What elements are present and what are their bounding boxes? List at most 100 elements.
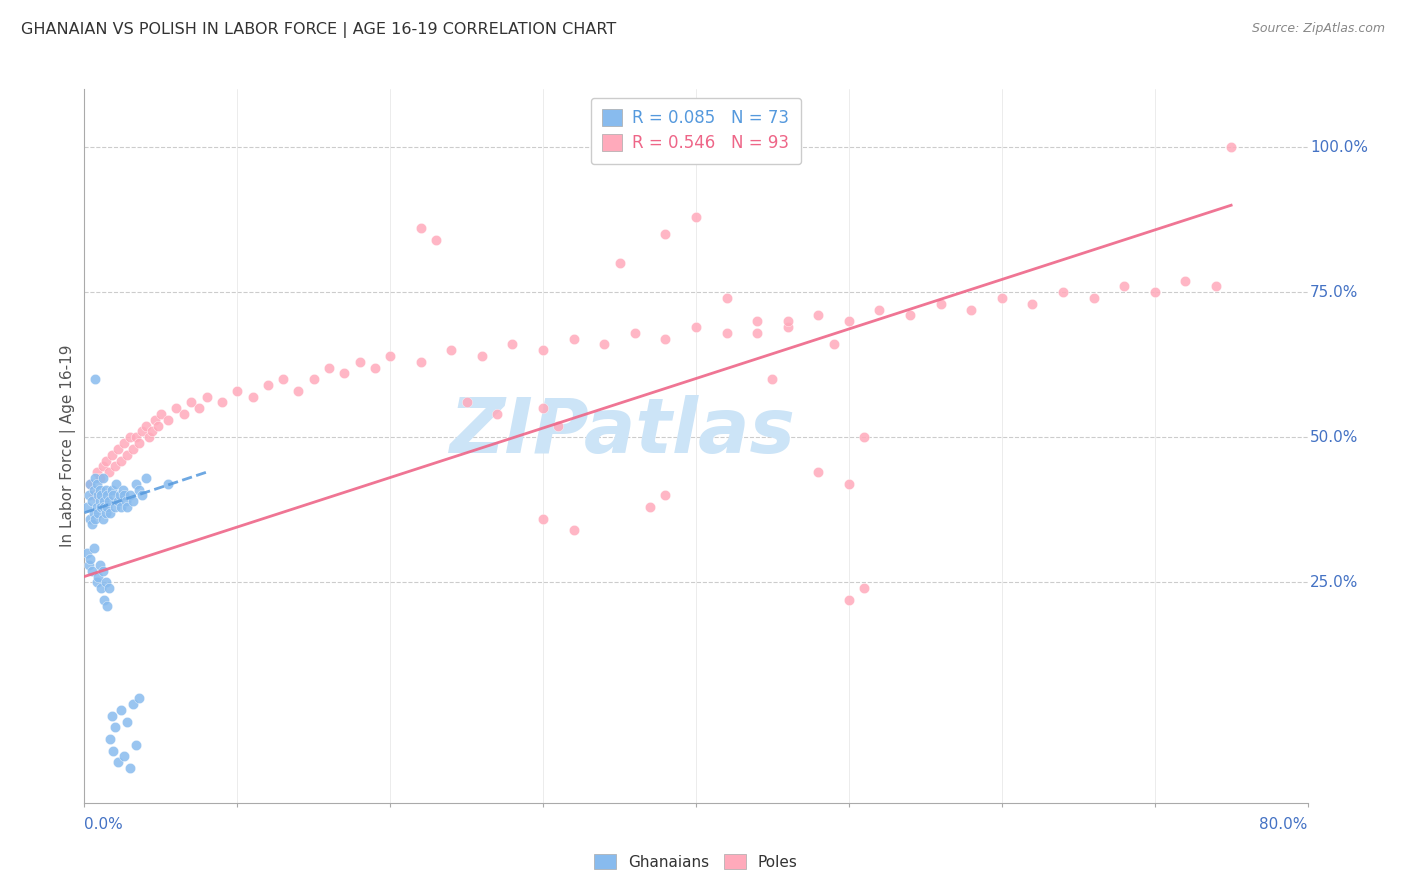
Point (93, 500, 115, 514)
Point (128, 436, 150, 450)
Point (83, 483, 105, 497)
Point (86, 476, 108, 491)
Point (93, 592, 115, 607)
Point (747, 326, 769, 340)
Point (929, 297, 952, 311)
Point (409, 355, 432, 369)
Point (128, 691, 150, 706)
Point (531, 343, 554, 358)
Point (685, 210, 707, 224)
Point (1083, 291, 1105, 305)
Point (115, 714, 138, 729)
Point (120, 488, 142, 502)
Point (96, 488, 118, 502)
Point (96, 599, 118, 613)
Point (90, 581, 112, 595)
Point (97, 581, 120, 595)
Point (84, 471, 107, 485)
Point (87, 506, 110, 520)
Point (91, 459, 114, 474)
Y-axis label: In Labor Force | Age 16-19: In Labor Force | Age 16-19 (60, 344, 76, 548)
Point (1143, 285, 1166, 300)
Point (83, 488, 105, 502)
Point (211, 395, 233, 409)
Point (91, 564, 114, 578)
Point (287, 384, 309, 398)
Point (122, 494, 145, 508)
Point (141, 425, 163, 439)
Text: Source: ZipAtlas.com: Source: ZipAtlas.com (1251, 22, 1385, 36)
Point (364, 360, 387, 375)
Point (104, 459, 127, 474)
Point (86, 465, 108, 479)
Point (257, 378, 280, 392)
Point (425, 233, 447, 247)
Point (103, 743, 125, 757)
Point (110, 500, 132, 514)
Point (165, 401, 187, 416)
Point (898, 309, 921, 323)
Point (107, 494, 129, 508)
Point (104, 500, 127, 514)
Text: 80.0%: 80.0% (1260, 817, 1308, 832)
Point (747, 314, 769, 328)
Point (86, 500, 108, 514)
Point (94, 483, 117, 497)
Text: 25.0%: 25.0% (1310, 574, 1358, 590)
Text: 100.0%: 100.0% (1310, 140, 1368, 154)
Point (120, 761, 142, 775)
Point (91, 471, 114, 485)
Point (83, 506, 105, 520)
Point (110, 703, 132, 717)
Point (79, 511, 101, 525)
Point (125, 738, 148, 752)
Point (79, 476, 101, 491)
Point (654, 227, 676, 242)
Point (135, 471, 157, 485)
Point (83, 541, 105, 555)
Point (131, 425, 153, 439)
Point (80, 564, 103, 578)
Point (90, 488, 112, 502)
Point (86, 575, 108, 590)
Point (143, 413, 166, 427)
Point (94, 575, 117, 590)
Point (89, 494, 111, 508)
Point (333, 367, 356, 381)
Point (125, 430, 148, 444)
Point (101, 483, 124, 497)
Point (502, 337, 524, 351)
Point (991, 291, 1014, 305)
Point (1174, 274, 1197, 288)
Point (80, 494, 103, 508)
Point (112, 488, 135, 502)
Point (135, 418, 157, 433)
Point (91, 511, 114, 525)
Point (609, 256, 631, 270)
Point (77, 558, 100, 572)
Point (76, 500, 98, 514)
Point (807, 309, 830, 323)
Point (112, 436, 135, 450)
Point (104, 720, 127, 734)
Point (456, 395, 478, 409)
Point (685, 320, 707, 334)
Point (97, 465, 120, 479)
Point (807, 465, 830, 479)
Point (302, 372, 325, 386)
Point (157, 476, 180, 491)
Point (108, 488, 131, 502)
Point (90, 500, 112, 514)
Point (761, 372, 783, 386)
Point (76, 546, 98, 560)
Point (776, 314, 799, 328)
Point (94, 453, 117, 467)
Point (103, 488, 125, 502)
Point (80, 517, 103, 532)
Point (84, 511, 107, 525)
Legend: Ghanaians, Poles: Ghanaians, Poles (586, 846, 806, 877)
Point (654, 488, 676, 502)
Point (98, 506, 121, 520)
Point (823, 337, 845, 351)
Point (107, 755, 129, 769)
